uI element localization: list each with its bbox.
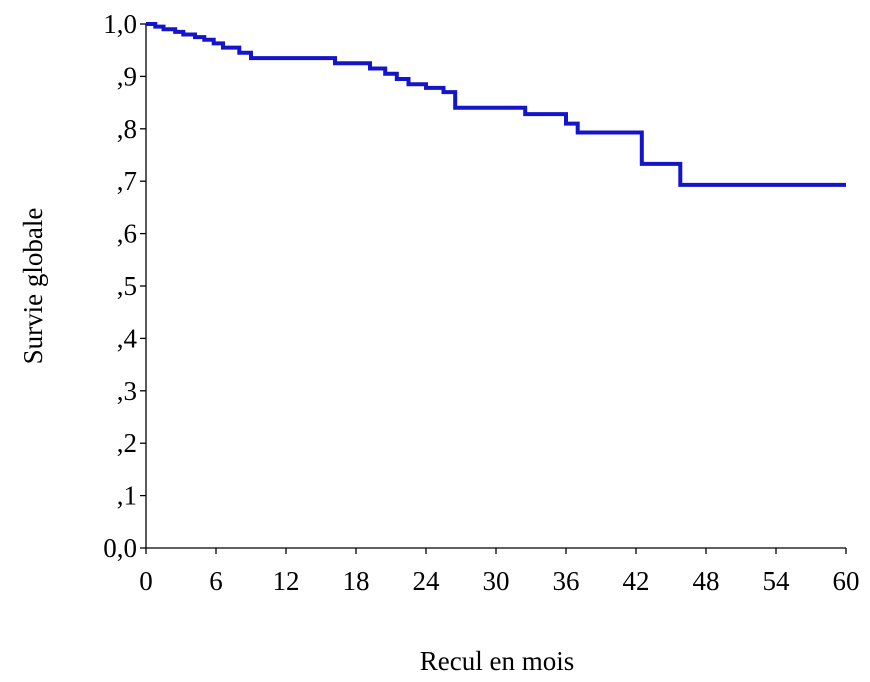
y-tick-label: ,6 xyxy=(117,219,137,249)
x-axis-title: Recul en mois xyxy=(420,646,574,676)
x-tick-label: 24 xyxy=(413,566,441,596)
axes xyxy=(140,23,847,554)
x-tick-label: 48 xyxy=(693,566,720,596)
series-layer xyxy=(146,22,846,187)
y-tick-label: ,9 xyxy=(117,61,137,91)
x-tick-label: 60 xyxy=(833,566,860,596)
x-tick-label: 36 xyxy=(553,566,580,596)
x-tick-labels: 0 6 12 18 24 30 36 42 48 54 60 xyxy=(139,566,859,596)
x-tick-label: 12 xyxy=(273,566,300,596)
y-axis-title: Survie globale xyxy=(18,208,48,365)
y-tick-label: ,1 xyxy=(117,481,137,511)
y-tick-label: 1,0 xyxy=(103,9,137,39)
x-tick-label: 30 xyxy=(483,566,510,596)
x-tick-label: 54 xyxy=(763,566,791,596)
y-tick-label: ,2 xyxy=(117,428,137,458)
x-tick-label: 18 xyxy=(343,566,370,596)
y-tick-label: ,8 xyxy=(117,114,137,144)
y-tick-label: 0,0 xyxy=(103,533,137,563)
survival-curve-line xyxy=(146,22,846,187)
y-tick-label: ,5 xyxy=(117,271,137,301)
y-tick-label: ,4 xyxy=(117,323,138,353)
x-tick-label: 6 xyxy=(209,566,223,596)
y-tick-labels: 0,0 ,1 ,2 ,3 ,4 ,5 ,6 ,7 ,8 ,9 1,0 xyxy=(103,9,137,563)
x-tick-label: 0 xyxy=(139,566,153,596)
x-tick-label: 42 xyxy=(623,566,650,596)
y-tick-label: ,7 xyxy=(117,166,137,196)
y-tick-label: ,3 xyxy=(117,376,137,406)
